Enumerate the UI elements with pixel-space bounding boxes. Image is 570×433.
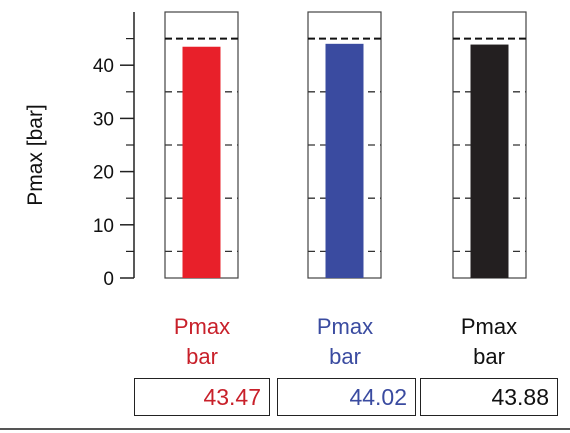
y-tick-label: 30	[93, 109, 114, 130]
bar	[470, 44, 509, 279]
bottom-rule	[0, 428, 570, 430]
y-tick-label: 10	[93, 216, 114, 237]
bar-panel: Pmax bar	[452, 11, 527, 369]
y-axis: 0 10 20 30 40	[93, 12, 135, 290]
y-tick-label: 20	[93, 163, 114, 184]
value-box: 43.88	[420, 378, 558, 416]
bar	[182, 46, 221, 279]
y-tick-label: 40	[93, 56, 114, 77]
y-axis-label: Pmax [bar]	[24, 104, 47, 206]
bar-panels: Pmax bar Pmax bar Pmax bar	[164, 11, 527, 369]
bar-panel: Pmax bar	[307, 11, 382, 369]
value-box: 43.47	[134, 378, 270, 416]
value-box: 44.02	[277, 378, 416, 416]
series-label-line2: bar	[329, 344, 361, 369]
bar-panel: Pmax bar	[164, 11, 239, 369]
series-label-line1: Pmax	[174, 314, 230, 339]
series-label-line1: Pmax	[317, 314, 373, 339]
y-tick-label: 0	[103, 269, 114, 290]
series-label-line2: bar	[186, 344, 218, 369]
series-label-line2: bar	[473, 344, 505, 369]
series-label-line1: Pmax	[461, 314, 517, 339]
bar	[325, 43, 364, 278]
